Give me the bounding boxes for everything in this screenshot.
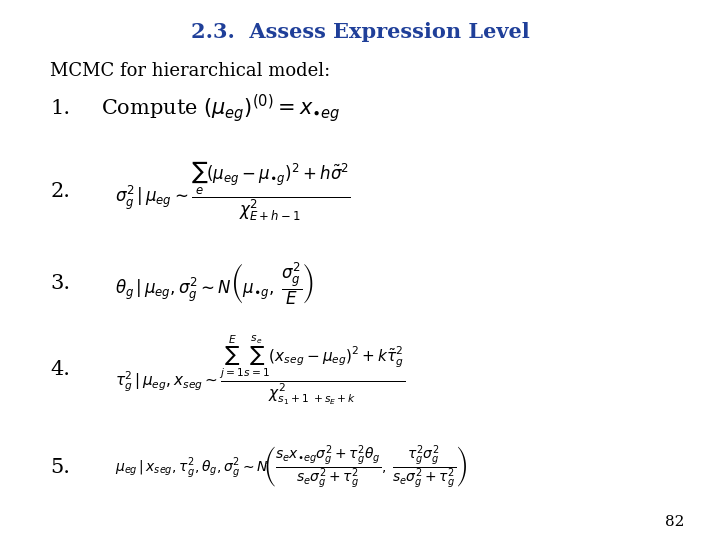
Text: $\tau_g^{2}\,|\,\mu_{eg}, x_{seg} \sim \dfrac{\sum_{j=1}^{E}\sum_{s=1}^{s_e}(x_{: $\tau_g^{2}\,|\,\mu_{eg}, x_{seg} \sim \… xyxy=(115,333,405,407)
Text: 2.3.  Assess Expression Level: 2.3. Assess Expression Level xyxy=(191,22,529,42)
Text: 4.: 4. xyxy=(50,360,71,380)
Text: $\sigma_g^{2}\,|\,\mu_{eg} \sim \dfrac{\sum_e (\mu_{eg} - \mu_{\bullet g})^2 + h: $\sigma_g^{2}\,|\,\mu_{eg} \sim \dfrac{\… xyxy=(115,160,351,224)
Text: 3.: 3. xyxy=(50,274,71,293)
Text: 5.: 5. xyxy=(50,457,71,477)
Text: Compute $(\mu_{eg})^{(0)} = x_{\bullet eg}$: Compute $(\mu_{eg})^{(0)} = x_{\bullet e… xyxy=(101,92,340,124)
Text: MCMC for hierarchical model:: MCMC for hierarchical model: xyxy=(50,62,330,80)
Text: 2.: 2. xyxy=(50,182,71,201)
Text: $\theta_g\,|\,\mu_{eg},\sigma_g^{2} \sim N\left(\mu_{\bullet g},\; \dfrac{\sigma: $\theta_g\,|\,\mu_{eg},\sigma_g^{2} \sim… xyxy=(115,260,314,307)
Text: 1.: 1. xyxy=(50,98,71,118)
Text: $\mu_{eg}\,|\,x_{seg},\tau_g^{2},\theta_g,\sigma_g^{2} \sim N\!\left(\dfrac{s_e : $\mu_{eg}\,|\,x_{seg},\tau_g^{2},\theta_… xyxy=(115,443,467,491)
Text: 82: 82 xyxy=(665,515,684,529)
